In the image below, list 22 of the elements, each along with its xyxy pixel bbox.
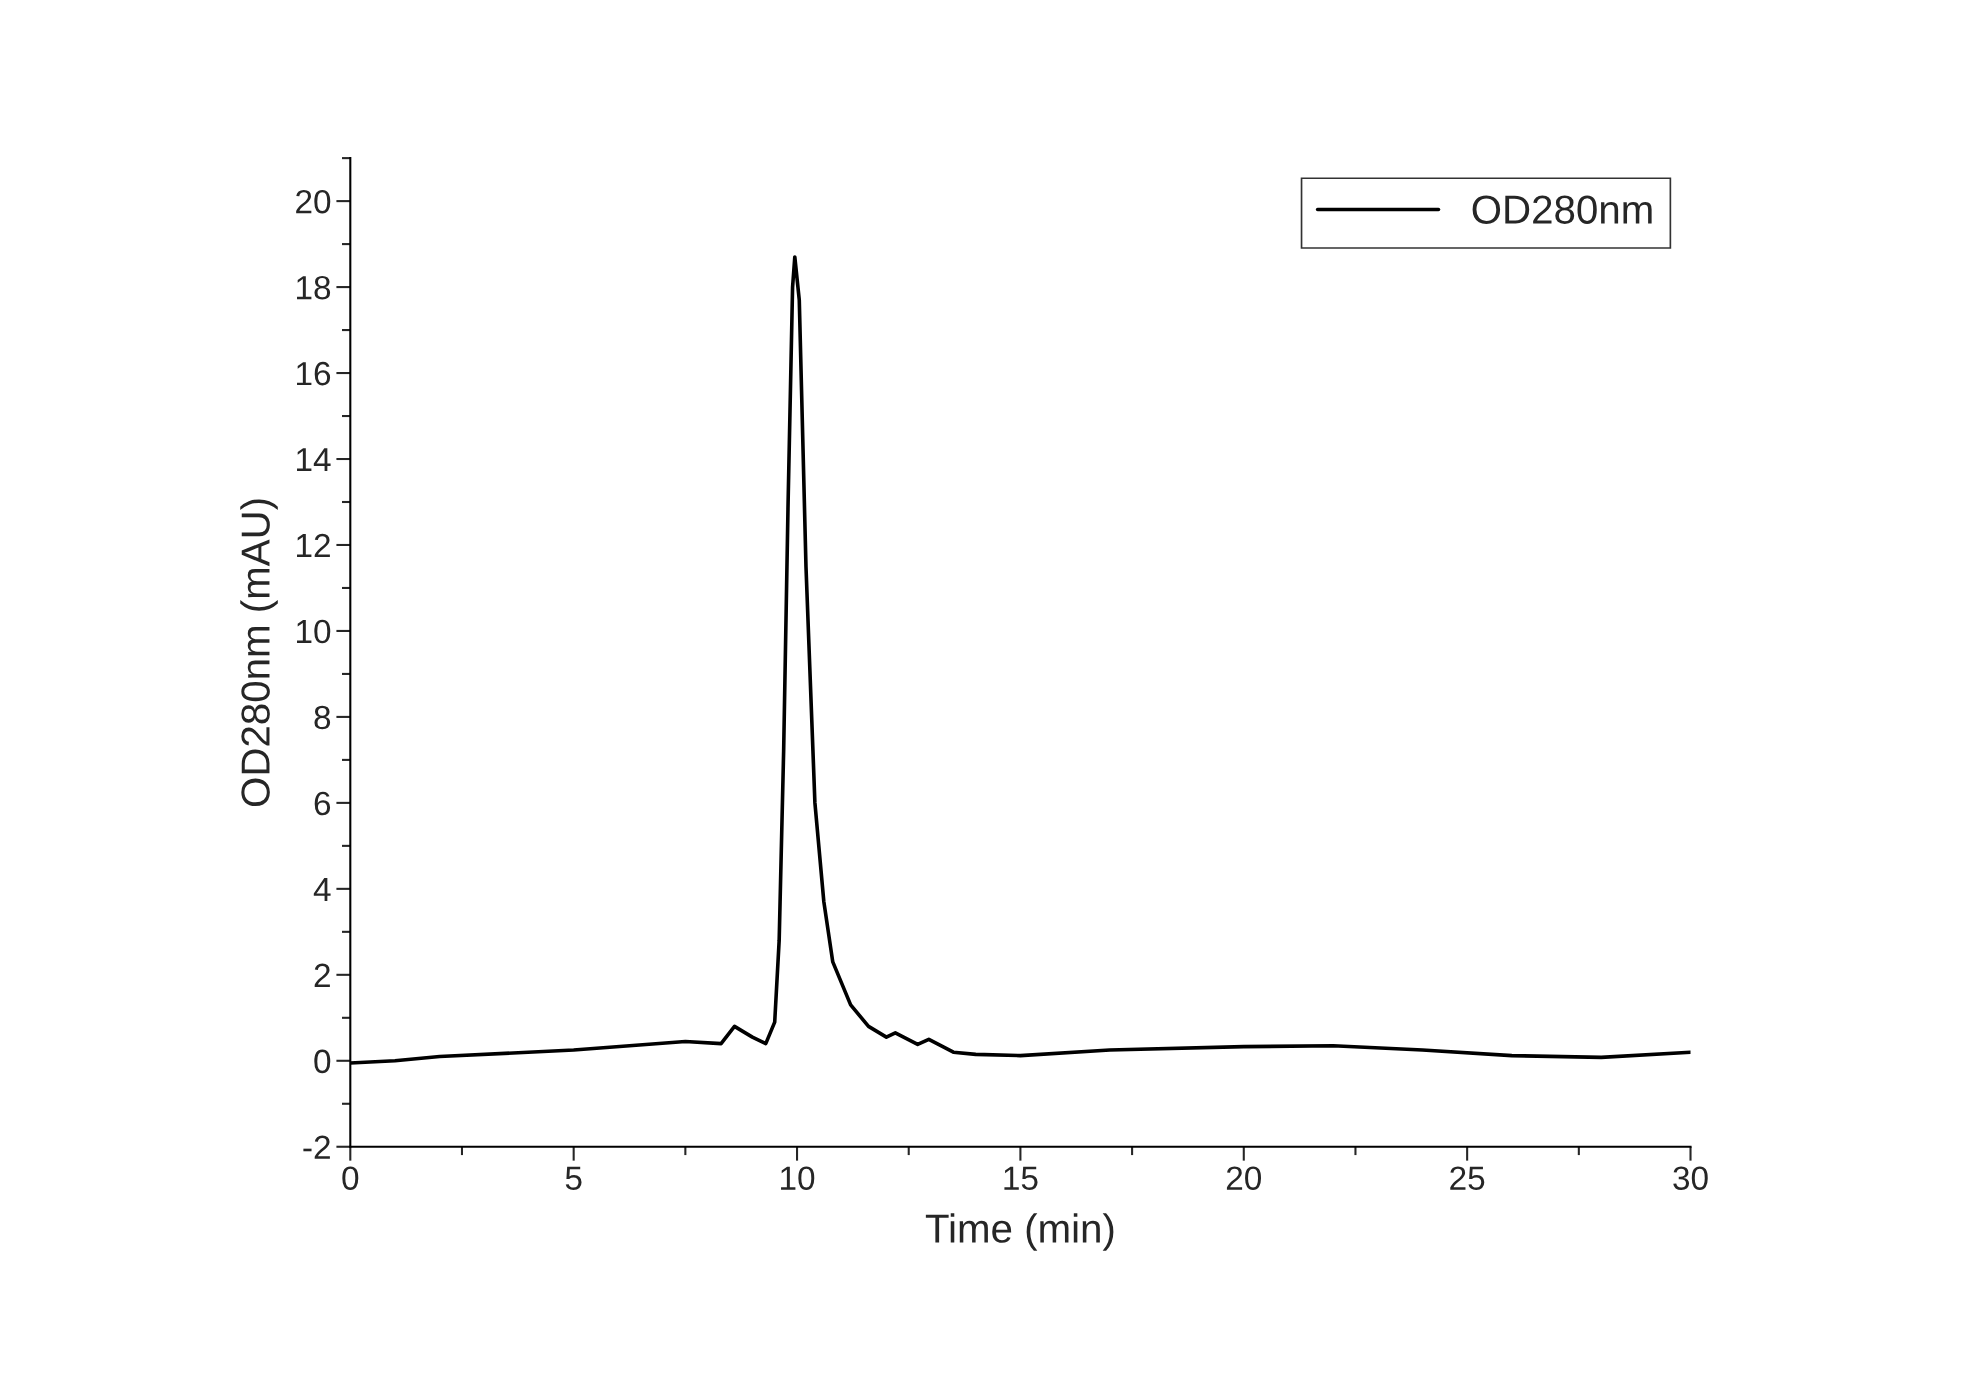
x-tick-label: 0 bbox=[342, 1166, 359, 1190]
x-tick-label: 15 bbox=[1004, 1166, 1038, 1190]
x-tick-label: 10 bbox=[781, 1166, 815, 1190]
x-tick-label: 25 bbox=[1450, 1166, 1485, 1190]
legend-label: OD280nm bbox=[1472, 195, 1652, 224]
y-tick-label: 20 bbox=[296, 189, 331, 214]
x-axis-title: Time (min) bbox=[925, 1213, 1114, 1251]
x-tick-label: 30 bbox=[1673, 1166, 1708, 1190]
y-tick-label: 16 bbox=[297, 361, 331, 386]
y-tick-label: 14 bbox=[297, 448, 331, 472]
y-tick-label: -2 bbox=[303, 1135, 330, 1159]
y-tick-label: 2 bbox=[314, 963, 330, 987]
x-tick-label: 5 bbox=[565, 1166, 582, 1190]
y-tick-label: 8 bbox=[314, 705, 331, 730]
x-tick-label: 20 bbox=[1226, 1166, 1262, 1190]
y-tick-label: 10 bbox=[297, 619, 331, 644]
y-tick-label: 4 bbox=[313, 877, 331, 901]
y-tick-label: 0 bbox=[314, 1049, 331, 1074]
y-tick-label: 12 bbox=[297, 533, 330, 558]
y-axis-title: OD280nm (mAU) bbox=[240, 499, 278, 807]
y-tick-label: 18 bbox=[297, 275, 331, 300]
y-tick-label: 6 bbox=[314, 791, 331, 816]
